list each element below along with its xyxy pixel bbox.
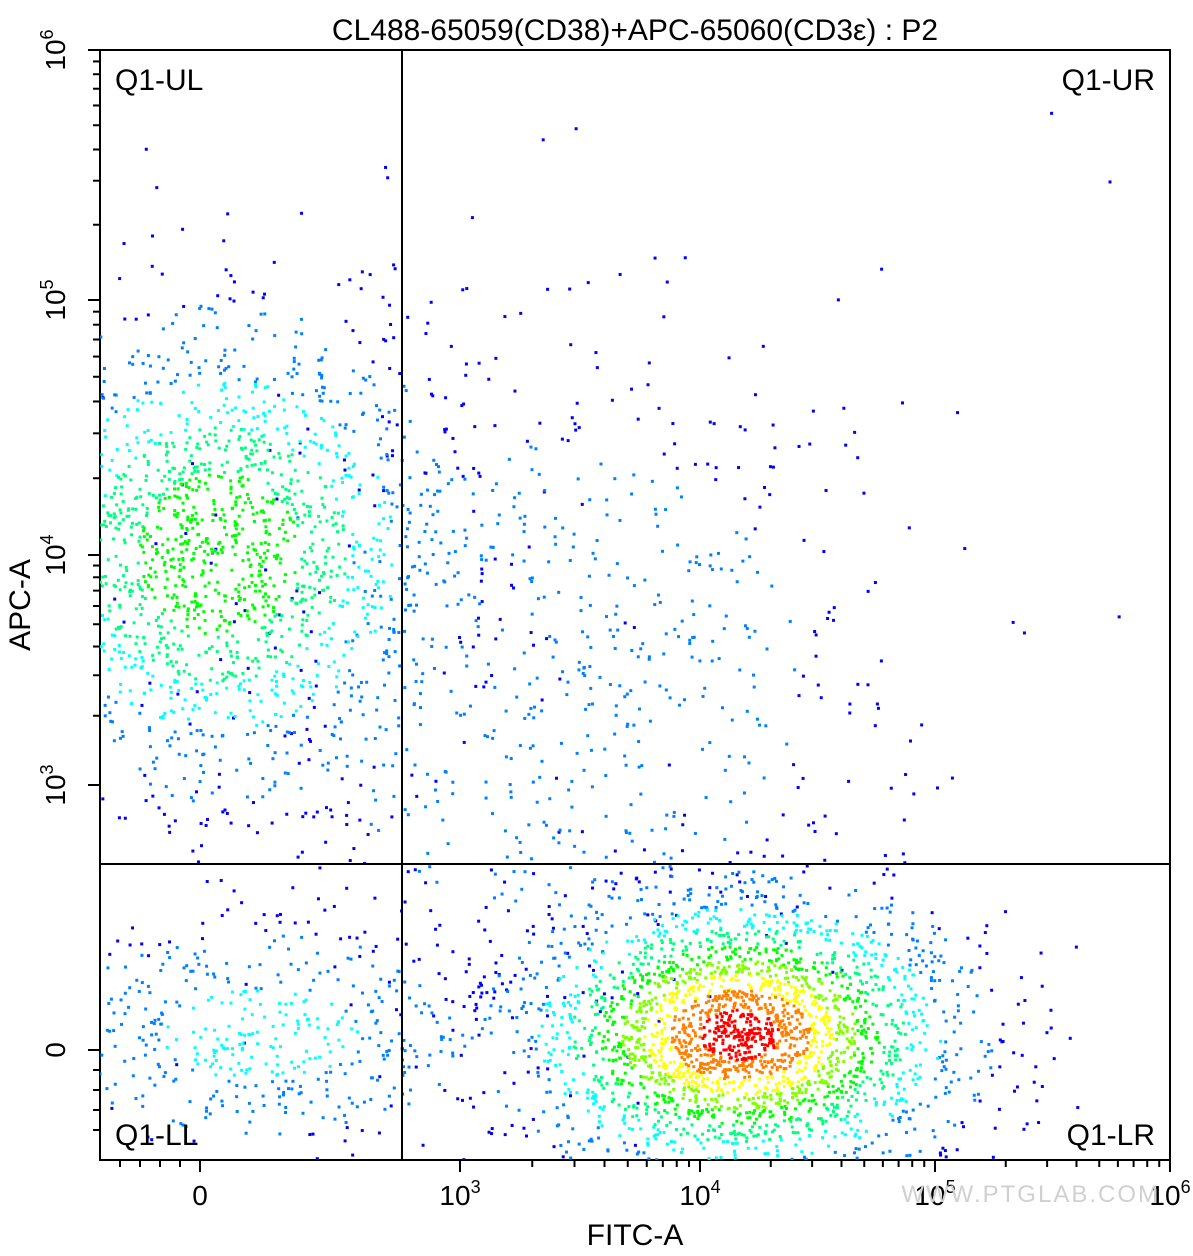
watermark: WWW.PTGLAB.COM (901, 1181, 1160, 1208)
scatter-points (99, 112, 1121, 1161)
chart-container: Q1-UL Q1-UR Q1-LL Q1-LR CL488-65059(CD38… (0, 0, 1193, 1256)
quad-label-ul: Q1-UL (115, 64, 203, 97)
quad-label-ur: Q1-UR (1062, 64, 1155, 97)
chart-title: CL488-65059(CD38)+APC-65060(CD3ε) : P2 (332, 14, 938, 47)
quad-label-lr: Q1-LR (1067, 1119, 1155, 1152)
quad-label-ll: Q1-LL (115, 1119, 198, 1152)
x-axis-label: FITC-A (587, 1219, 684, 1252)
y-axis-label: APC-A (4, 559, 37, 651)
y-axis-ticks: 0103104105106 (37, 29, 100, 1130)
flow-cytometry-plot: Q1-UL Q1-UR Q1-LL Q1-LR CL488-65059(CD38… (0, 0, 1193, 1256)
